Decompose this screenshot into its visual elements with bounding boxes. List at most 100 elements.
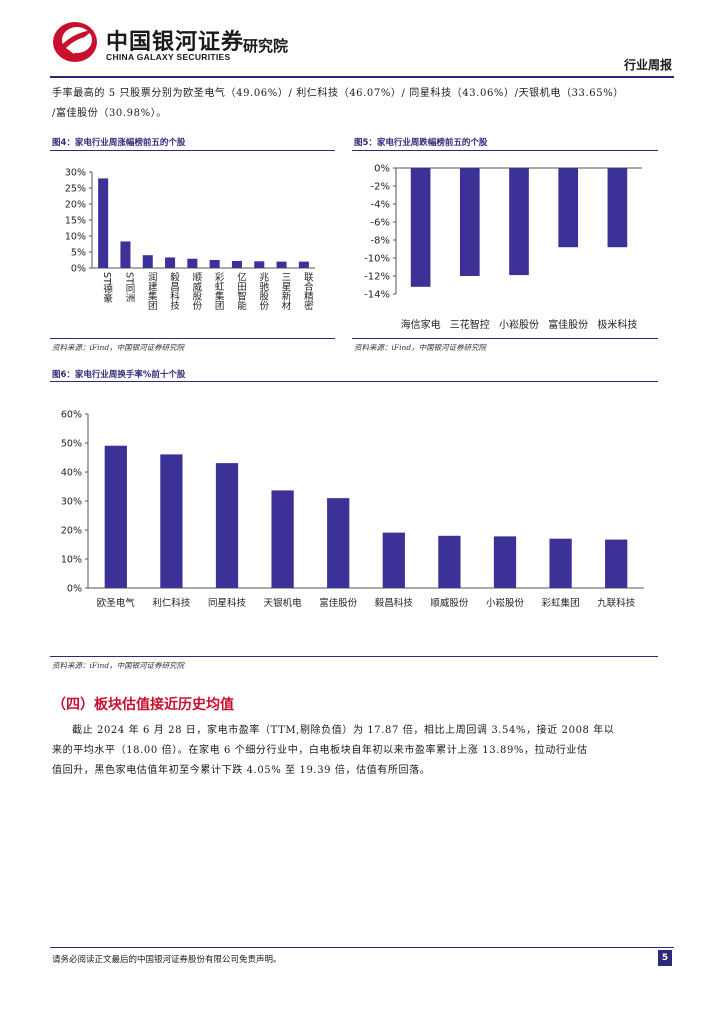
- fig4-source: 资料来源：iFind，中国银河证券研究院: [52, 343, 185, 352]
- fig5-y-tick-label: -2%: [371, 182, 390, 193]
- section-line-3: 值回升，黑色家电估值年初至今累计下跌 4.05% 至 19.39 倍，估值有所回…: [52, 765, 431, 776]
- fig4-bottom-rule: [50, 338, 335, 339]
- fig5-chart: 0% -2% -4% -6% -8% -10% -12% -14% 海信家电 三花智控 小崧股份 富佳…: [364, 164, 642, 331]
- fig4-x-tick-label: ST同洲: [123, 272, 135, 303]
- fig5-y-tick-label: -12%: [364, 272, 390, 283]
- fig4-bar: [142, 255, 153, 268]
- fig4-title: 图4：家电行业周涨幅榜前五的个股: [52, 138, 186, 148]
- fig6-bar: [438, 535, 461, 588]
- fig6-bar: [104, 445, 127, 588]
- fig6-y-tick-label: 40%: [61, 468, 82, 479]
- fig5-y-tick-label: -10%: [364, 254, 390, 265]
- fig4-bar: [254, 261, 265, 268]
- fig4-y-tick-label: 15%: [65, 216, 86, 227]
- fig6-x-tick-label: 毅昌科技: [375, 597, 414, 609]
- institute-label: 研究院: [243, 37, 289, 55]
- intro-line-2: /富佳股份（30.98%）。: [52, 108, 167, 119]
- fig4-bar: [98, 178, 109, 268]
- fig5-x-tick-label: 小崧股份: [499, 319, 539, 331]
- fig5-y-tick-label: 0%: [374, 164, 390, 175]
- fig4-y-tick-label: 0%: [71, 264, 86, 275]
- disclaimer-note: 请务必阅读正文最后的中国银河证券股份有限公司免责声明。: [52, 955, 282, 965]
- fig6-x-tick-label: 天银机电: [264, 597, 303, 609]
- fig4-x-tick-label: 联合精密: [302, 272, 314, 311]
- fig6-y-tick-label: 60%: [61, 410, 82, 421]
- fig6-y-tick-label: 10%: [61, 555, 82, 566]
- section-line-2: 来的平均水平（18.00 倍）。在家电 6 个细分行业中，白电板块自年初以来市盈…: [52, 745, 588, 756]
- fig6-x-tick-label: 利仁科技: [152, 597, 191, 609]
- fig5-bar: [410, 168, 431, 287]
- fig6-y-tick-label: 0%: [67, 584, 82, 595]
- footer-divider: [50, 947, 674, 948]
- intro-line-1: 手率最高的 5 只股票分别为欧圣电气（49.06%）/ 利仁科技（46.07%）…: [52, 88, 624, 99]
- fig5-bar: [459, 168, 480, 276]
- fig6-x-tick-label: 小崧股份: [486, 597, 525, 609]
- brand-name-cn: 中国银河证券: [106, 30, 245, 55]
- fig4-y-tick-label: 25%: [65, 184, 86, 195]
- fig6-bar: [382, 532, 405, 588]
- fig4-bar: [276, 261, 287, 268]
- fig4-x-tick-label: 润建集团: [146, 271, 158, 311]
- fig6-bar: [271, 490, 294, 588]
- fig5-x-tick-label: 三花智控: [450, 318, 490, 331]
- header-divider: [50, 76, 674, 78]
- fig4-chart: 0% 5% 10% 15% 20% 25% 30% ST德豪 ST同洲 润建集团 毅昌科技 顺威股份彩…: [65, 168, 315, 311]
- fig6-bar: [605, 539, 628, 588]
- fig6-source: 资料来源：iFind，中国银河证券研究院: [52, 661, 185, 670]
- fig4-x-tick-label: 兆驰股份: [257, 272, 269, 311]
- fig4-bar: [187, 258, 198, 268]
- galaxy-logo: [53, 22, 97, 62]
- fig6-x-tick-label: 彩虹集团: [542, 597, 580, 609]
- fig4-bar: [165, 257, 176, 268]
- fig6-bottom-rule: [50, 656, 658, 657]
- section-heading: （四）板块估值接近历史均值: [52, 697, 234, 713]
- fig6-x-tick-label: 富佳股份: [319, 597, 358, 609]
- fig5-bottom-rule: [352, 338, 658, 339]
- fig5-bar: [607, 168, 628, 248]
- fig5-source: 资料来源：iFind，中国银河证券研究院: [354, 343, 487, 352]
- fig6-bar: [215, 463, 239, 588]
- fig4-y-tick-label: 5%: [71, 248, 86, 259]
- fig5-y-tick-label: -8%: [371, 236, 390, 247]
- fig4-bar: [209, 260, 220, 268]
- fig6-y-tick-label: 30%: [61, 497, 82, 508]
- fig4-top-rule: [50, 150, 335, 151]
- brand-name-en: CHINA GALAXY SECURITIES: [106, 52, 231, 62]
- fig5-y-tick-label: -4%: [371, 200, 390, 211]
- fig4-y-tick-label: 10%: [65, 232, 86, 243]
- fig6-x-tick-label: 欧圣电气: [97, 597, 136, 609]
- fig6-bar: [549, 538, 572, 588]
- report-type: 行业周报: [623, 58, 672, 72]
- fig5-y-tick-label: -6%: [371, 218, 390, 229]
- fig6-x-tick-label: 九联科技: [597, 597, 636, 609]
- fig6-x-tick-label: 顺威股份: [430, 597, 469, 609]
- fig6-y-tick-label: 50%: [61, 439, 82, 450]
- fig4-y-tick-label: 20%: [65, 200, 86, 211]
- fig5-x-tick-label: 极米科技: [597, 318, 637, 331]
- fig5-x-tick-label: 富佳股份: [548, 318, 588, 331]
- fig4-y-tick-label: 30%: [65, 168, 86, 179]
- fig6-chart: 0% 10% 20% 30% 40% 50% 60% 欧圣电气 利仁科技 同星科技 天银机电 富佳股份…: [61, 410, 644, 609]
- section-line-1: 截止 2024 年 6 月 28 日，家电市盈率（TTM,剔除负值）为 17.8…: [72, 725, 615, 736]
- fig6-bar: [327, 498, 350, 588]
- fig6-x-tick-label: 同星科技: [208, 597, 247, 609]
- page-number: 5: [658, 950, 672, 966]
- fig5-bar: [558, 168, 579, 248]
- fig4-bar: [298, 261, 309, 268]
- fig4-x-tick-label: 彩虹集团: [213, 272, 225, 311]
- fig4-x-tick-label: 亿田智能: [235, 271, 247, 311]
- fig5-top-rule: [352, 150, 658, 151]
- fig6-top-rule: [50, 381, 658, 382]
- fig6-y-tick-label: 20%: [61, 526, 82, 537]
- fig4-x-tick-label: 三星新材: [280, 272, 292, 310]
- fig5-y-tick-label: -14%: [364, 290, 390, 301]
- fig6-bar: [493, 536, 517, 588]
- fig5-title: 图5：家电行业周跌幅榜前五的个股: [354, 138, 488, 148]
- fig4-x-tick-label: 顺威股份: [190, 272, 202, 311]
- fig5-x-tick-label: 海信家电: [401, 318, 441, 331]
- fig5-bar: [509, 168, 529, 276]
- fig6-bar: [160, 454, 183, 588]
- fig4-bar: [231, 260, 242, 268]
- fig4-bar: [120, 241, 131, 268]
- fig6-title: 图6：家电行业周换手率%前十个股: [52, 370, 186, 380]
